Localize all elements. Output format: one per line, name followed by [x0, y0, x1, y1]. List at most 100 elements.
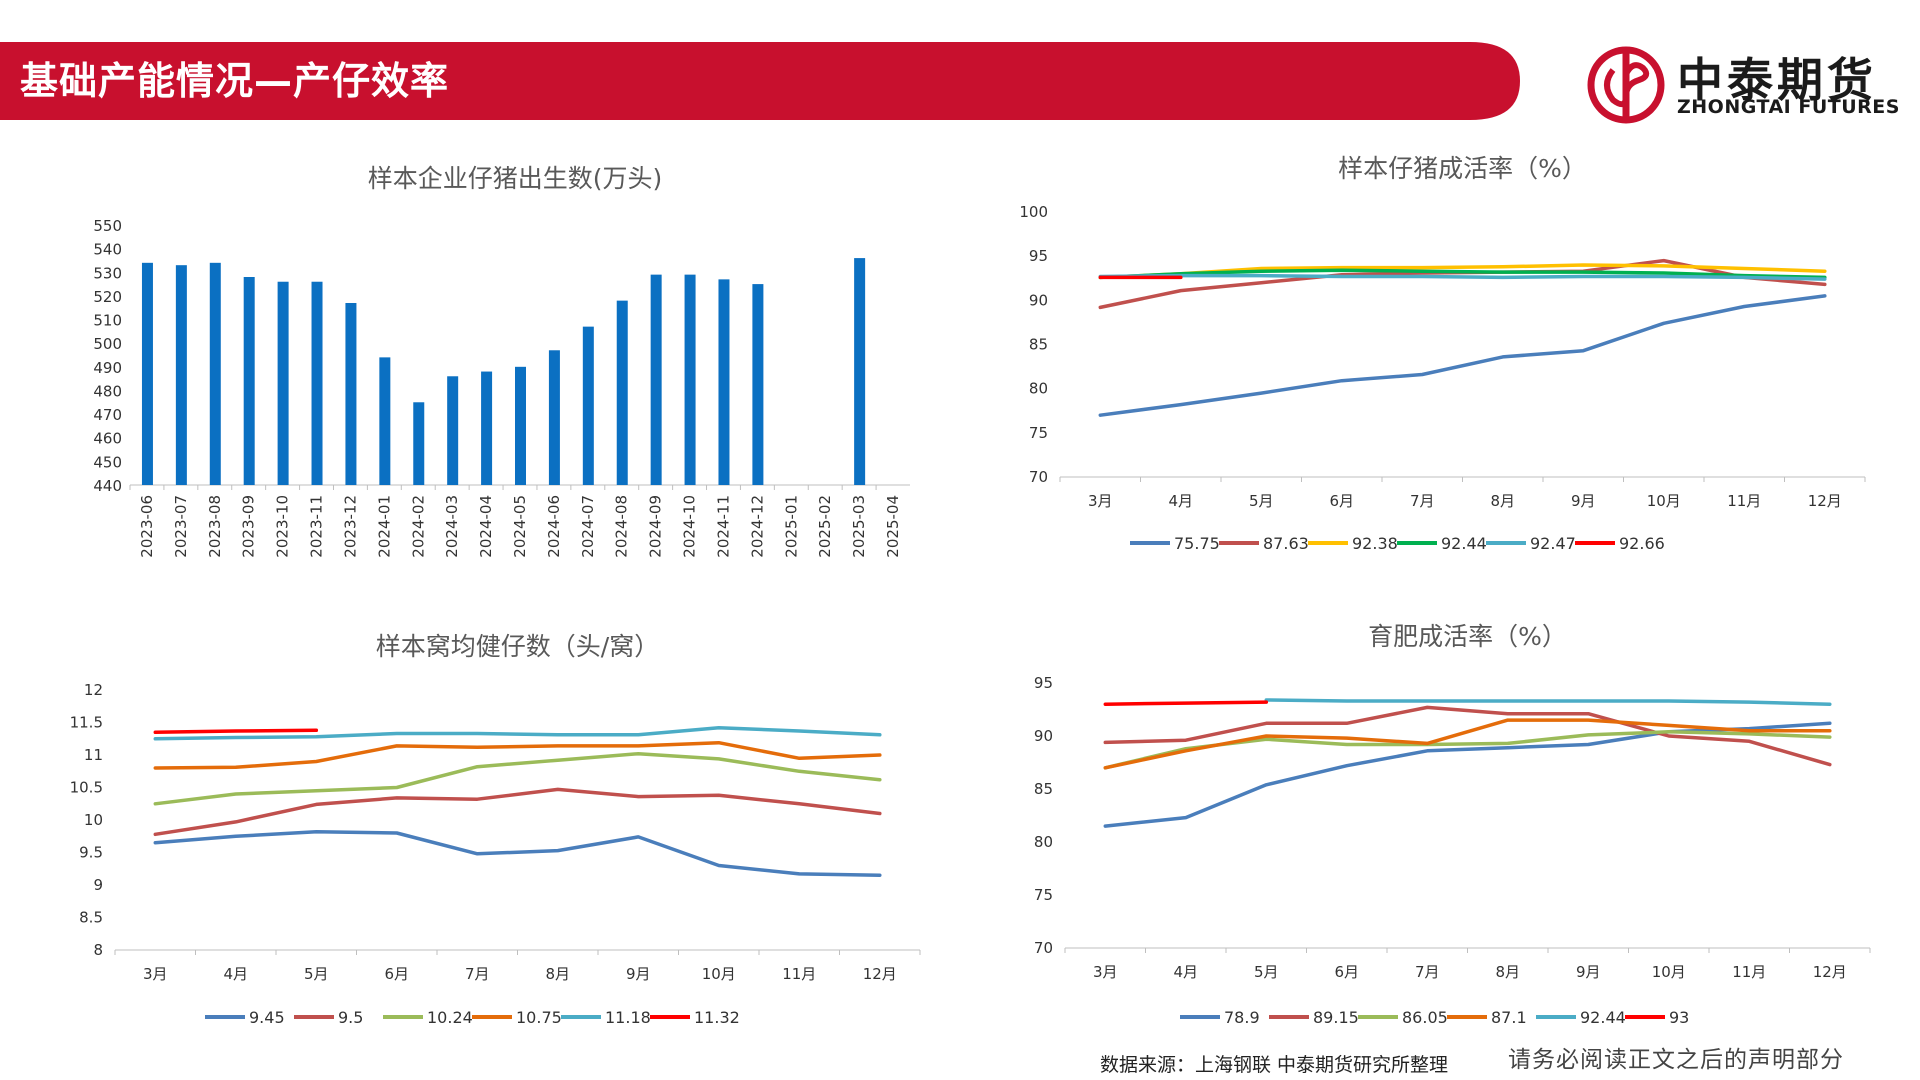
x-tick-label: 6月 — [1334, 963, 1359, 981]
bar — [854, 258, 866, 485]
bar — [616, 300, 628, 485]
y-tick-label: 100 — [1019, 203, 1048, 221]
births-bar-chart: 样本企业仔猪出生数(万头) 440 450 460 470 480 490 500 510 520… — [93, 164, 910, 558]
legend-label: 10.75 — [516, 1008, 562, 1027]
bar — [379, 357, 391, 485]
series-line — [153, 751, 882, 806]
x-tick-label: 4月 — [223, 965, 248, 983]
series-line — [153, 740, 882, 770]
y-tick-label: 12 — [84, 681, 103, 699]
series-line — [1264, 698, 1832, 706]
y-tick-label: 450 — [93, 453, 122, 471]
legend-label: 89.15 — [1313, 1008, 1359, 1027]
bar — [481, 371, 493, 485]
litter-size-line-chart: 样本窝均健仔数（头/窝） 8 8.5 9 9.5 10 10.5 11 11.5 12 3月 4月 5月… — [70, 632, 921, 1027]
y-tick-label: 10 — [84, 811, 103, 829]
x-tick-label: 7月 — [465, 965, 490, 983]
logo-name-cn: 中泰期货 — [1677, 53, 1877, 107]
series-line — [1098, 268, 1827, 280]
y-tick-label: 90 — [1034, 727, 1053, 745]
x-tick-label: 11月 — [1727, 492, 1761, 510]
y-tick-label: 11.5 — [70, 714, 103, 732]
y-tick-label: 80 — [1034, 833, 1053, 851]
bar — [311, 281, 323, 485]
y-tick-label: 85 — [1029, 336, 1048, 354]
bar — [718, 279, 730, 485]
x-tick-label: 2023-08 — [206, 495, 224, 558]
x-tick-label: 9月 — [1571, 492, 1596, 510]
company-logo — [1587, 46, 1665, 124]
bar — [650, 274, 662, 485]
legend-label: 75.75 — [1174, 534, 1220, 553]
legend-label: 92.66 — [1619, 534, 1665, 553]
x-tick-label: 2023-09 — [240, 495, 258, 558]
x-tick-label: 4月 — [1173, 963, 1198, 981]
x-tick-label: 3月 — [1093, 963, 1118, 981]
x-tick-label: 2023-07 — [172, 495, 190, 558]
legend-label: 10.24 — [427, 1008, 473, 1027]
bar — [141, 262, 153, 485]
x-tick-label: 12月 — [1813, 963, 1847, 981]
y-tick-label: 75 — [1034, 886, 1053, 904]
series-line — [1103, 700, 1269, 706]
y-tick-label: 10.5 — [70, 779, 103, 797]
bar — [345, 303, 357, 485]
x-tick-label: 2023-12 — [341, 495, 359, 558]
y-tick-label: 70 — [1029, 468, 1048, 486]
x-tick-label: 3月 — [1088, 492, 1113, 510]
legend-label: 11.32 — [694, 1008, 740, 1027]
y-tick-label: 460 — [93, 430, 122, 448]
legend-label: 78.9 — [1224, 1008, 1260, 1027]
legend-label: 9.5 — [338, 1008, 363, 1027]
x-tick-label: 12月 — [1808, 492, 1842, 510]
x-tick-label: 2024-02 — [409, 495, 427, 558]
bar — [243, 277, 255, 485]
x-tick-label: 4月 — [1168, 492, 1193, 510]
x-tick-label: 2023-06 — [138, 495, 156, 558]
x-tick-label: 5月 — [1254, 963, 1279, 981]
y-tick-label: 520 — [93, 288, 122, 306]
x-tick-label: 8月 — [1495, 963, 1520, 981]
x-tick-label: 2025-01 — [782, 495, 800, 558]
x-tick-label: 2024-03 — [443, 495, 461, 558]
y-tick-label: 440 — [93, 477, 122, 495]
legend-label: 87.1 — [1491, 1008, 1527, 1027]
x-tick-label: 2024-08 — [613, 495, 631, 558]
bar — [277, 281, 289, 485]
x-tick-label: 2024-11 — [714, 495, 732, 558]
y-tick-label: 70 — [1034, 939, 1053, 957]
legend-label: 87.63 — [1263, 534, 1309, 553]
y-tick-label: 11 — [84, 746, 103, 764]
series-line — [1103, 705, 1832, 767]
y-tick-label: 80 — [1029, 380, 1048, 398]
bar — [209, 262, 221, 485]
legend-label: 9.45 — [249, 1008, 285, 1027]
y-tick-label: 95 — [1034, 674, 1053, 692]
series-line — [1103, 718, 1832, 770]
series-line — [1098, 294, 1827, 417]
x-tick-label: 2024-06 — [545, 495, 563, 558]
x-tick-label: 8月 — [545, 965, 570, 983]
disclaimer-note: 请务必阅读正文之后的声明部分 — [1508, 1047, 1844, 1073]
y-tick-label: 530 — [93, 264, 122, 282]
logo-name-en: ZHONGTAI FUTURES — [1677, 96, 1900, 118]
bar — [175, 265, 187, 485]
bar — [515, 366, 526, 485]
logo-mark-icon — [1587, 46, 1665, 124]
y-tick-label: 510 — [93, 312, 122, 330]
y-tick-label: 75 — [1029, 424, 1048, 442]
x-tick-label: 9月 — [1576, 963, 1601, 981]
series-line — [153, 725, 882, 741]
x-tick-label: 10月 — [1652, 963, 1686, 981]
legend-label: 92.44 — [1441, 534, 1487, 553]
x-tick-label: 11月 — [1732, 963, 1766, 981]
y-tick-label: 480 — [93, 382, 122, 400]
y-tick-label: 540 — [93, 241, 122, 259]
legend-label: 92.38 — [1352, 534, 1398, 553]
y-tick-label: 90 — [1029, 291, 1048, 309]
x-tick-label: 8月 — [1490, 492, 1515, 510]
page-title: 基础产能情况—产仔效率 — [20, 59, 450, 103]
x-tick-label: 2024-01 — [375, 495, 393, 558]
bar — [548, 350, 560, 485]
x-tick-label: 2024-04 — [477, 495, 495, 558]
